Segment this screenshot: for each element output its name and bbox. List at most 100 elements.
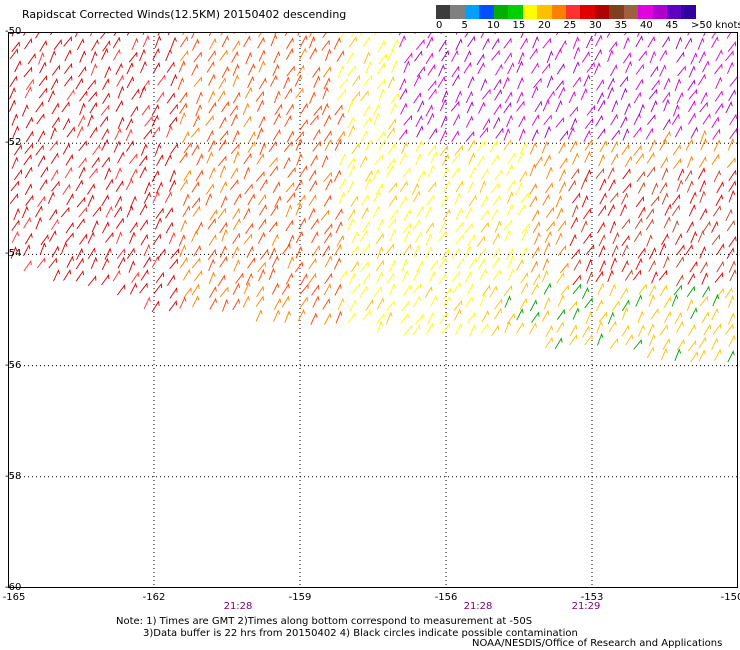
wind-barb	[441, 248, 450, 260]
wind-barb	[232, 207, 241, 220]
wind-barb	[13, 207, 20, 221]
wind-barb	[570, 168, 580, 180]
legend-swatch	[479, 5, 494, 19]
wind-barb	[480, 323, 489, 335]
wind-barb	[208, 101, 217, 114]
wind-barb	[443, 287, 452, 299]
wind-barb	[192, 114, 200, 128]
wind-barb	[573, 258, 582, 271]
wind-barb	[415, 153, 422, 166]
wind-barb	[619, 75, 629, 87]
wind-barb	[519, 170, 528, 183]
wind-barb	[453, 308, 462, 321]
wind-barb	[583, 207, 592, 220]
wind-barb	[208, 166, 216, 180]
wind-barb	[183, 287, 192, 299]
wind-barb	[700, 137, 708, 151]
wind-barb	[39, 242, 47, 255]
wind-barb	[90, 63, 98, 76]
wind-map[interactable]	[8, 32, 738, 588]
wind-barb	[376, 297, 385, 310]
wind-barb	[611, 300, 620, 312]
wind-barb	[624, 155, 633, 168]
wind-barb	[14, 60, 22, 73]
map-frame	[8, 32, 738, 588]
wind-barb	[183, 169, 192, 182]
wind-barb	[78, 166, 86, 179]
wind-barb	[609, 220, 617, 234]
wind-barb	[351, 230, 359, 244]
wind-barb	[40, 166, 49, 178]
wind-barb	[441, 90, 449, 103]
wind-barb	[339, 77, 349, 89]
wind-barb	[11, 156, 19, 169]
legend-label: 5	[461, 20, 468, 31]
wind-barb	[125, 178, 134, 191]
wind-barb	[712, 323, 722, 335]
wind-barb	[333, 169, 342, 182]
legend-swatch	[681, 5, 696, 19]
wind-barb	[490, 154, 499, 166]
wind-barb	[128, 260, 136, 273]
wind-barb	[404, 52, 413, 64]
wind-barb	[390, 92, 399, 104]
wind-barb	[351, 90, 361, 102]
wind-barb	[191, 38, 200, 51]
wind-barb	[594, 48, 602, 61]
wind-barb	[416, 65, 426, 78]
wind-barb	[596, 78, 605, 91]
wind-barb	[557, 220, 567, 232]
wind-barb	[179, 152, 188, 164]
wind-barb	[425, 245, 433, 259]
wind-barb	[426, 36, 434, 49]
wind-barb	[672, 143, 681, 156]
wind-barb	[297, 308, 306, 322]
wind-barb	[346, 51, 355, 64]
wind-barb	[399, 34, 406, 48]
wind-barb	[651, 182, 659, 195]
wind-barb	[258, 193, 267, 206]
wind-barb	[622, 168, 631, 180]
wind-barb	[572, 307, 580, 320]
wind-barb	[232, 218, 241, 230]
wind-barb	[586, 61, 595, 73]
wind-barb	[728, 180, 737, 192]
wind-barb	[385, 243, 395, 255]
wind-barb	[650, 308, 659, 320]
wind-barb	[221, 65, 230, 78]
wind-barb	[690, 52, 698, 65]
wind-barb	[597, 332, 604, 346]
wind-barb	[598, 204, 607, 217]
wind-barb	[688, 204, 696, 217]
wind-barb	[62, 142, 71, 155]
wind-barb	[505, 248, 514, 260]
wind-barb	[205, 193, 213, 206]
wind-barb	[625, 333, 634, 346]
wind-barb	[711, 153, 720, 166]
wind-barb	[675, 232, 683, 246]
wind-barb	[299, 165, 308, 177]
wind-barb	[491, 37, 500, 50]
wind-barb	[464, 49, 472, 63]
wind-barb	[477, 247, 487, 259]
wind-barb	[207, 50, 216, 62]
wind-barb	[221, 228, 228, 242]
wind-barb	[728, 334, 736, 347]
wind-barb	[571, 192, 581, 204]
wind-barb	[637, 206, 646, 219]
wind-barb	[559, 262, 569, 274]
wind-barb	[64, 75, 73, 87]
wind-barb	[713, 204, 722, 217]
wind-barb	[698, 51, 706, 64]
wind-barb	[39, 178, 48, 191]
wind-barb	[688, 88, 698, 100]
wind-barb	[519, 297, 528, 310]
wind-barb	[50, 77, 59, 91]
wind-barb	[715, 194, 724, 206]
wind-barb	[324, 312, 332, 325]
wind-barb	[351, 32, 355, 38]
wind-barb	[416, 260, 424, 273]
wind-barb	[554, 48, 562, 61]
wind-barb	[79, 50, 87, 63]
wind-barb	[597, 282, 605, 295]
